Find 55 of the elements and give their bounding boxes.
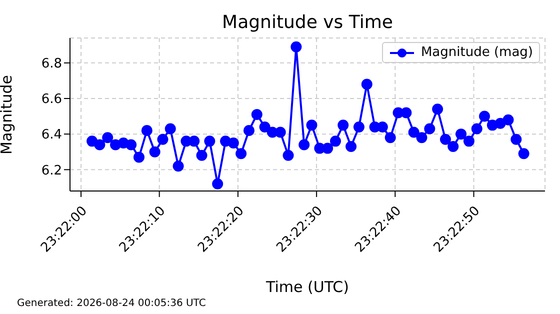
- point: [518, 148, 530, 160]
- point: [243, 125, 254, 136]
- point: [478, 110, 490, 122]
- point: [502, 114, 514, 126]
- point: [196, 150, 208, 161]
- point: [361, 78, 372, 90]
- text: Generated: 2026-08-24 00:05:36 UTC: [17, 298, 206, 309]
- point: [236, 148, 247, 160]
- x-axis-title: Time (UTC): [265, 278, 350, 296]
- point: [251, 109, 262, 120]
- point: [282, 150, 294, 161]
- point: [133, 152, 144, 163]
- legend-label: Magnitude (mag): [420, 45, 533, 60]
- point: [346, 141, 357, 152]
- point: [471, 123, 482, 134]
- point: [172, 160, 184, 172]
- point: [416, 132, 428, 144]
- point: [141, 125, 152, 136]
- point: [204, 136, 216, 147]
- point: [338, 120, 349, 131]
- point: [157, 134, 168, 145]
- y-axis-title: Magnitude: [0, 75, 16, 154]
- point: [228, 137, 239, 148]
- point: [274, 126, 286, 138]
- point: [322, 142, 334, 154]
- point: [102, 132, 114, 144]
- point: [149, 146, 160, 158]
- point: [353, 121, 364, 132]
- point: [298, 139, 310, 150]
- point: [424, 123, 436, 134]
- point: [494, 118, 506, 129]
- chart-title: Magnitude vs Time: [221, 12, 394, 33]
- y-tick-label: 6.4: [41, 128, 62, 143]
- point: [306, 120, 318, 131]
- y-tick-label: 6.2: [41, 163, 62, 178]
- point: [440, 134, 451, 145]
- point: [432, 104, 444, 115]
- point: [510, 134, 522, 145]
- point: [330, 136, 341, 147]
- point: [259, 121, 270, 132]
- y-tick-label: 6.8: [41, 56, 62, 72]
- point: [456, 128, 467, 140]
- point: [164, 123, 176, 134]
- point: [448, 141, 459, 152]
- point: [408, 126, 420, 138]
- point: [400, 107, 412, 118]
- point: [463, 136, 474, 147]
- point: [188, 136, 200, 147]
- y-tick-label: 6.6: [41, 92, 62, 108]
- point: [126, 139, 137, 150]
- point: [94, 139, 106, 150]
- point: [384, 132, 396, 144]
- point: [212, 178, 224, 190]
- point: [86, 136, 98, 147]
- point: [290, 41, 302, 52]
